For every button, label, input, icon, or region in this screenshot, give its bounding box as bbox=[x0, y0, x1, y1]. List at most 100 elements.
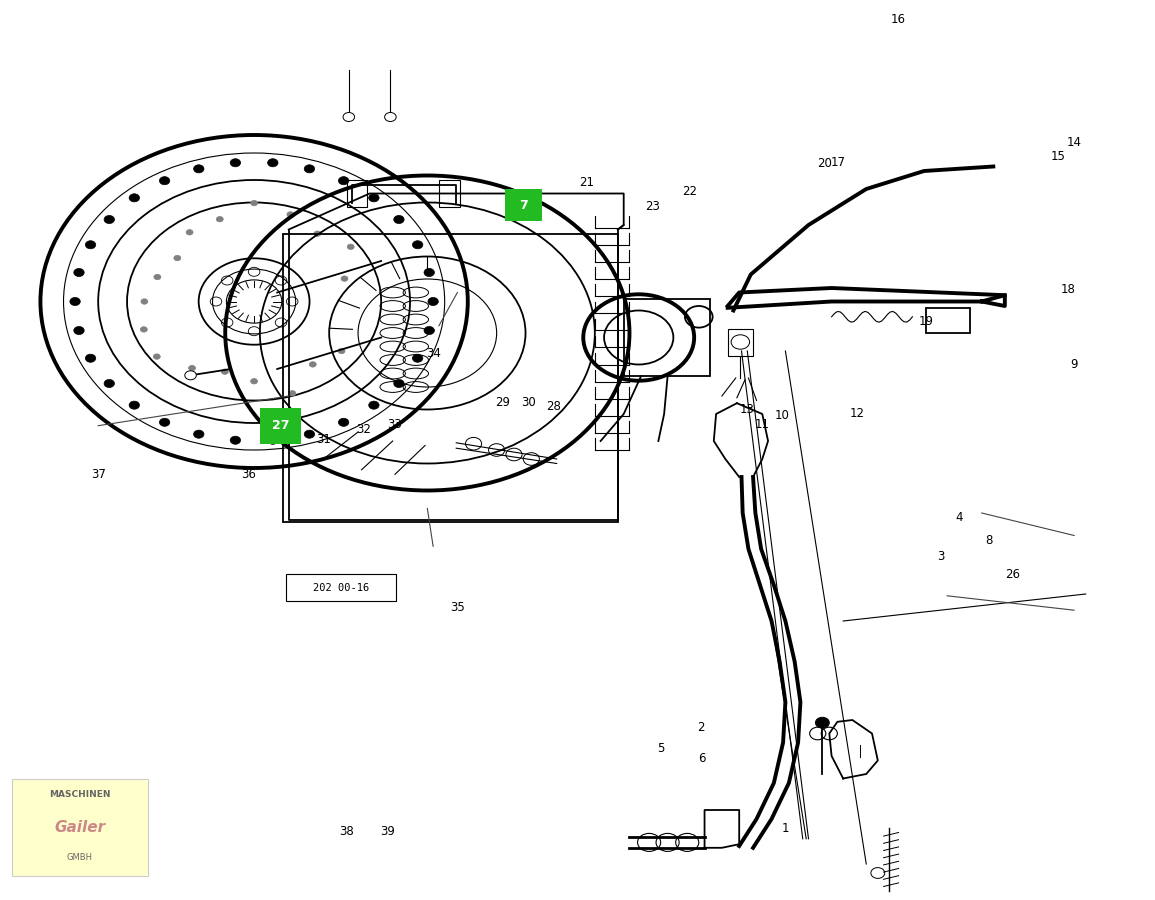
Circle shape bbox=[194, 430, 204, 438]
Text: 1: 1 bbox=[782, 822, 789, 834]
Circle shape bbox=[304, 165, 314, 173]
Text: 2: 2 bbox=[698, 721, 705, 734]
Bar bbox=[926, 308, 970, 333]
Text: 32: 32 bbox=[357, 423, 371, 436]
Bar bbox=[728, 328, 753, 356]
Circle shape bbox=[154, 354, 161, 359]
Bar bbox=[346, 180, 367, 207]
Circle shape bbox=[129, 401, 140, 410]
Circle shape bbox=[141, 327, 148, 332]
Text: 3: 3 bbox=[938, 550, 945, 562]
Circle shape bbox=[159, 176, 170, 184]
Circle shape bbox=[289, 391, 296, 396]
Text: 18: 18 bbox=[1061, 284, 1075, 296]
Circle shape bbox=[251, 201, 258, 206]
Text: 13: 13 bbox=[740, 403, 754, 416]
Circle shape bbox=[368, 401, 379, 410]
Circle shape bbox=[343, 112, 355, 122]
Circle shape bbox=[424, 327, 434, 335]
Circle shape bbox=[104, 215, 114, 223]
Text: 31: 31 bbox=[316, 433, 330, 446]
Circle shape bbox=[268, 158, 278, 166]
Circle shape bbox=[338, 176, 349, 184]
Bar bbox=[283, 234, 618, 522]
Circle shape bbox=[338, 348, 345, 354]
Circle shape bbox=[230, 158, 240, 166]
Text: 15: 15 bbox=[1051, 150, 1065, 163]
Circle shape bbox=[385, 112, 396, 122]
Circle shape bbox=[394, 215, 404, 223]
Text: 22: 22 bbox=[683, 185, 696, 198]
Circle shape bbox=[222, 369, 229, 374]
Text: 202 00-16: 202 00-16 bbox=[313, 582, 368, 593]
Text: 28: 28 bbox=[546, 400, 560, 413]
Text: 9: 9 bbox=[1071, 358, 1078, 371]
Circle shape bbox=[141, 299, 148, 304]
Circle shape bbox=[341, 276, 348, 282]
Text: 5: 5 bbox=[657, 742, 664, 755]
Circle shape bbox=[104, 380, 114, 388]
Text: Gailer: Gailer bbox=[54, 821, 105, 835]
Text: 19: 19 bbox=[919, 315, 933, 328]
Circle shape bbox=[186, 230, 193, 235]
Text: 20: 20 bbox=[818, 158, 832, 170]
Text: 8: 8 bbox=[985, 535, 992, 547]
Text: 12: 12 bbox=[850, 408, 864, 420]
Text: 33: 33 bbox=[388, 418, 402, 431]
FancyBboxPatch shape bbox=[260, 408, 301, 444]
Bar bbox=[624, 299, 710, 376]
Bar bbox=[12, 778, 148, 876]
Text: 14: 14 bbox=[1067, 136, 1081, 149]
Circle shape bbox=[412, 355, 423, 363]
Circle shape bbox=[368, 194, 379, 202]
Circle shape bbox=[159, 418, 170, 427]
Text: GMBH: GMBH bbox=[67, 853, 92, 862]
Text: 4: 4 bbox=[955, 511, 962, 524]
Circle shape bbox=[230, 436, 240, 445]
Circle shape bbox=[188, 365, 195, 371]
Text: 10: 10 bbox=[775, 410, 789, 422]
Circle shape bbox=[394, 380, 404, 388]
Circle shape bbox=[74, 327, 84, 335]
Circle shape bbox=[286, 212, 293, 217]
Text: 26: 26 bbox=[1006, 568, 1020, 580]
Text: 23: 23 bbox=[646, 201, 660, 213]
Text: 34: 34 bbox=[426, 347, 440, 360]
Circle shape bbox=[85, 355, 96, 363]
Circle shape bbox=[185, 371, 196, 380]
Circle shape bbox=[69, 297, 81, 305]
Text: 30: 30 bbox=[522, 396, 536, 409]
Circle shape bbox=[85, 240, 96, 248]
Text: 17: 17 bbox=[832, 156, 845, 168]
Circle shape bbox=[304, 430, 314, 438]
Circle shape bbox=[815, 717, 829, 728]
Circle shape bbox=[216, 217, 223, 222]
Circle shape bbox=[427, 297, 439, 305]
Text: 37: 37 bbox=[91, 468, 105, 481]
Text: 7: 7 bbox=[519, 199, 528, 212]
Text: 16: 16 bbox=[892, 14, 906, 26]
Circle shape bbox=[154, 274, 161, 280]
Text: 6: 6 bbox=[699, 752, 706, 765]
Circle shape bbox=[348, 244, 355, 249]
Circle shape bbox=[412, 240, 423, 248]
Text: 39: 39 bbox=[381, 825, 395, 838]
Text: 27: 27 bbox=[271, 419, 290, 432]
Text: 36: 36 bbox=[241, 468, 255, 481]
Circle shape bbox=[338, 418, 349, 427]
Circle shape bbox=[314, 231, 321, 237]
Circle shape bbox=[194, 165, 204, 173]
Bar bbox=[439, 180, 460, 207]
Text: 29: 29 bbox=[495, 396, 509, 409]
FancyBboxPatch shape bbox=[505, 189, 542, 221]
Text: 35: 35 bbox=[450, 601, 464, 614]
Bar bbox=[286, 574, 395, 601]
Text: 38: 38 bbox=[340, 825, 353, 838]
Text: 11: 11 bbox=[755, 418, 769, 431]
Circle shape bbox=[310, 362, 316, 367]
Circle shape bbox=[74, 268, 84, 276]
Circle shape bbox=[424, 268, 434, 276]
Text: MASCHINEN: MASCHINEN bbox=[49, 790, 111, 799]
Text: 21: 21 bbox=[580, 176, 594, 189]
Circle shape bbox=[251, 379, 258, 384]
